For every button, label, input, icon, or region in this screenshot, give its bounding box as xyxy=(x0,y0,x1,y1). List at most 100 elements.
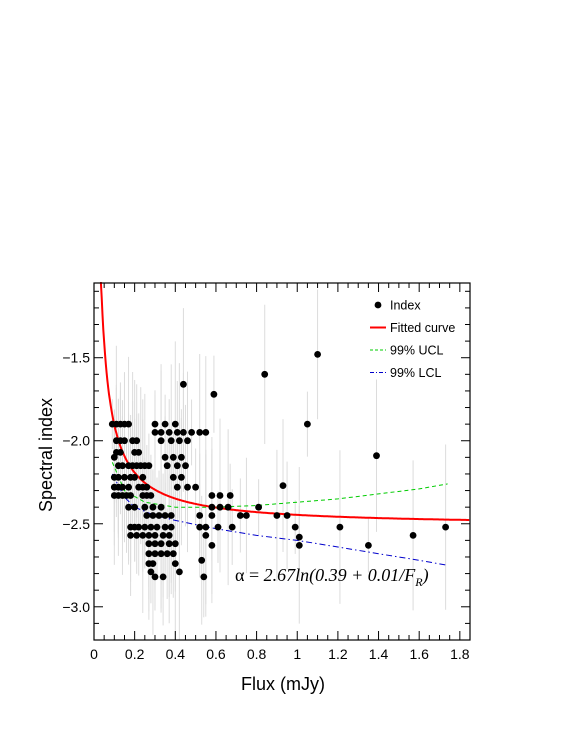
x-tick-label: 0.8 xyxy=(247,646,267,662)
data-point xyxy=(373,452,380,460)
data-point xyxy=(169,473,177,481)
y-tick-label: −3.0 xyxy=(62,599,90,615)
data-point xyxy=(176,568,183,576)
data-point xyxy=(155,512,163,519)
data-point xyxy=(226,492,234,499)
data-point xyxy=(147,523,155,531)
data-point xyxy=(208,492,216,499)
data-point xyxy=(115,473,122,481)
x-axis: 0 0.2 0.4 0.6 0.8 1 1.2 1.4 1.6 1.8 xyxy=(90,283,470,662)
data-point xyxy=(171,540,179,548)
x-tick-label: 1 xyxy=(293,646,301,662)
data-point xyxy=(161,453,169,461)
data-point xyxy=(173,429,181,436)
data-point xyxy=(145,550,153,558)
data-point xyxy=(153,523,161,531)
data-point xyxy=(110,453,118,461)
data-point xyxy=(365,542,372,549)
data-point xyxy=(180,380,187,388)
data-point xyxy=(198,556,206,564)
data-point xyxy=(208,503,216,511)
data-point xyxy=(149,560,157,567)
data-point xyxy=(176,437,183,445)
data-point xyxy=(149,503,157,511)
data-point xyxy=(409,532,417,539)
data-point xyxy=(214,523,222,531)
data-point xyxy=(295,542,303,549)
data-point xyxy=(157,550,165,558)
x-tick-label: 0 xyxy=(90,646,98,662)
data-point xyxy=(119,462,126,470)
data-points xyxy=(108,351,449,581)
data-point xyxy=(261,370,269,378)
data-point xyxy=(236,512,244,519)
y-tick-label: −2.5 xyxy=(62,516,90,532)
data-point xyxy=(131,473,139,481)
data-point xyxy=(163,462,171,470)
data-point xyxy=(196,512,204,519)
equation-equals: = xyxy=(244,565,263,585)
data-point xyxy=(202,523,210,531)
data-point xyxy=(151,540,159,548)
x-tick-label: 1.6 xyxy=(409,646,429,662)
data-point xyxy=(173,483,181,491)
data-point xyxy=(125,483,132,491)
data-point xyxy=(145,532,153,539)
x-tick-label: 1.2 xyxy=(328,646,348,662)
y-axis-title: Spectral index xyxy=(36,398,56,512)
data-point xyxy=(184,483,191,491)
data-point xyxy=(208,542,216,549)
data-point xyxy=(127,492,134,499)
y-axis: −3.0 −2.5 −2.0 −1.5 xyxy=(62,290,470,641)
data-point xyxy=(159,532,167,539)
data-point xyxy=(200,573,208,581)
data-point xyxy=(147,492,155,499)
data-point xyxy=(182,462,189,470)
data-point xyxy=(165,532,173,539)
data-point xyxy=(202,532,210,539)
data-point xyxy=(243,512,250,519)
data-point xyxy=(165,429,173,436)
plot-frame xyxy=(93,282,471,641)
data-point xyxy=(442,523,449,531)
data-point xyxy=(216,492,224,499)
legend-marker-index xyxy=(374,301,382,309)
data-point xyxy=(161,523,169,531)
data-point xyxy=(135,449,143,456)
data-point xyxy=(169,453,177,461)
data-point xyxy=(133,532,141,539)
data-point xyxy=(283,512,291,519)
data-point xyxy=(255,503,262,511)
data-point xyxy=(178,473,185,481)
data-point xyxy=(178,453,185,461)
data-point xyxy=(167,437,175,445)
data-point xyxy=(133,437,141,445)
x-axis-title: Flux (mJy) xyxy=(241,674,325,694)
data-point xyxy=(173,462,181,470)
ucl-curve xyxy=(111,462,448,508)
equation-alpha: α xyxy=(235,565,245,585)
x-tick-label: 0.6 xyxy=(206,646,226,662)
legend: Index Fitted curve 99% UCL 99% LCL xyxy=(370,299,455,380)
x-tick-label: 1.4 xyxy=(369,646,389,662)
data-point xyxy=(121,437,128,445)
data-point xyxy=(295,533,303,541)
legend-label: 99% UCL xyxy=(390,344,444,358)
data-point xyxy=(139,532,147,539)
data-point xyxy=(151,550,159,558)
data-point xyxy=(141,503,149,511)
data-point xyxy=(184,437,191,445)
data-point xyxy=(149,512,157,519)
data-point xyxy=(161,420,169,428)
data-point xyxy=(151,420,159,428)
lcl-curve xyxy=(111,473,448,566)
data-point xyxy=(180,429,187,436)
data-point xyxy=(157,503,165,511)
data-point xyxy=(314,351,321,358)
data-point xyxy=(208,512,216,519)
data-point xyxy=(167,523,175,531)
data-point xyxy=(188,429,196,436)
data-point xyxy=(157,540,165,548)
data-point xyxy=(196,429,204,436)
